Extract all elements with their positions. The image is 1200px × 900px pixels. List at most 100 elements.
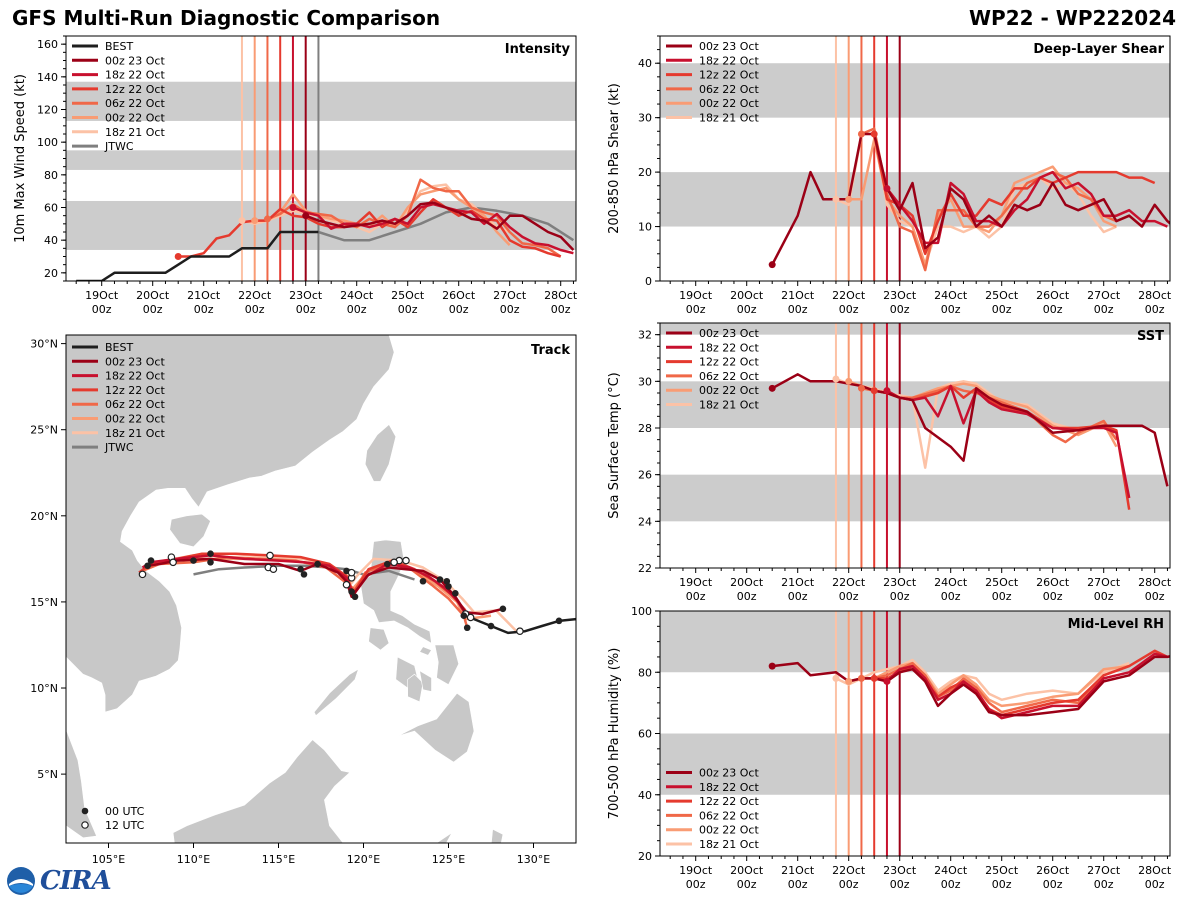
landmass [66, 335, 395, 713]
rh-init-point [768, 662, 776, 670]
shear-init-point [768, 261, 776, 269]
shear-xtick-label: 23Oct [883, 289, 917, 302]
shear-legend-label: 00z 22 Oct [699, 97, 759, 110]
sst-init-point [883, 387, 891, 395]
sst-ylabel: Sea Surface Temp (°C) [607, 372, 622, 519]
track-marker-legend-label: 12 UTC [105, 819, 145, 832]
shear-series-line [886, 170, 1168, 245]
sst-init-point [832, 375, 840, 383]
intensity-xtick-label: 24Oct [340, 289, 374, 302]
intensity-title: Intensity [505, 42, 571, 57]
sst-xtick-label: 19Oct [679, 576, 713, 589]
track-series-line [141, 554, 467, 615]
intensity-ytick-label: 160 [37, 38, 58, 51]
track-marker-12utc [347, 568, 356, 577]
track-ytick-label: 15°N [30, 596, 58, 609]
sst-xtick-label: 00z [737, 590, 757, 603]
track-marker-00utc [463, 624, 471, 632]
shear-legend-label: 18z 22 Oct [699, 54, 759, 67]
sst-init-point [768, 384, 776, 392]
rh-title: Mid-Level RH [1068, 617, 1164, 632]
intensity-panel: 2040608010012014016019Oct00z20Oct00z21Oc… [13, 35, 578, 316]
track-marker-00utc [207, 550, 214, 557]
cira-logo-text: CIRA [40, 866, 112, 896]
sst-init-point [870, 387, 878, 395]
track-xtick-label: 120°E [347, 853, 380, 866]
rh-xtick-label: 20Oct [730, 864, 764, 877]
intensity-xtick-label: 00z [398, 303, 418, 316]
intensity-series-line [318, 206, 575, 242]
legend-marker-12utc [81, 821, 89, 829]
legend-marker-00utc [81, 807, 89, 815]
shear-xtick-label: 00z [788, 303, 808, 316]
sst-title: SST [1137, 329, 1164, 344]
track-title: Track [531, 343, 570, 358]
rh-xtick-label: 00z [839, 878, 859, 891]
intensity-xtick-label: 00z [194, 303, 214, 316]
rh-xtick-label: 00z [1145, 878, 1165, 891]
sst-xtick-label: 22Oct [832, 576, 866, 589]
shear-xtick-label: 20Oct [730, 289, 764, 302]
shear-ytick-label: 20 [638, 166, 652, 179]
sst-xtick-label: 00z [992, 590, 1012, 603]
rh-xtick-label: 00z [1043, 878, 1063, 891]
intensity-xtick-label: 23Oct [289, 289, 323, 302]
shear-init-point [883, 184, 891, 192]
rh-series-line [848, 661, 1130, 708]
rh-init-point [857, 674, 865, 682]
track-marker-00utc [384, 560, 391, 568]
shear-xtick-label: 00z [1043, 303, 1063, 316]
shear-plot-area [660, 36, 1170, 281]
track-marker-00utc [460, 612, 468, 619]
landmass [169, 513, 211, 548]
shear-xtick-label: 22Oct [832, 289, 866, 302]
track-legend-label: JTWC [104, 441, 134, 454]
landmass [419, 646, 432, 656]
intensity-xtick-label: 00z [551, 303, 571, 316]
intensity-xtick-label: 20Oct [136, 289, 170, 302]
rh-xtick-label: 00z [686, 878, 706, 891]
rh-legend-label: 18z 21 Oct [699, 838, 759, 851]
cira-logo: CIRA [6, 866, 112, 896]
intensity-band [66, 81, 576, 121]
rh-ylabel: 700-500 hPa Humidity (%) [607, 648, 622, 820]
track-legend-label: 18z 21 Oct [105, 427, 165, 440]
track-marker-00utc [348, 588, 355, 595]
shear-legend-label: 00z 23 Oct [699, 40, 759, 53]
intensity-xtick-label: 00z [347, 303, 367, 316]
rh-init-point [870, 674, 878, 682]
track-xtick-label: 110°E [177, 853, 210, 866]
sst-init-point [845, 377, 853, 385]
track-map-area [66, 335, 576, 843]
shear-init-point [857, 130, 865, 138]
landmass [371, 832, 453, 843]
intensity-series-line [254, 186, 511, 246]
sst-xtick-label: 00z [1145, 590, 1165, 603]
rh-legend-label: 00z 22 Oct [699, 824, 759, 837]
sst-xtick-label: 24Oct [934, 576, 968, 589]
track-marker-00utc [445, 583, 452, 590]
track-marker-12utc [390, 558, 398, 567]
shear-xtick-label: 26Oct [1036, 289, 1070, 302]
rh-ytick-label: 80 [638, 666, 652, 679]
rh-xtick-label: 00z [1094, 878, 1114, 891]
track-xtick-label: 125°E [432, 853, 465, 866]
track-marker-12utc [466, 613, 475, 622]
rh-xtick-label: 00z [890, 878, 910, 891]
rh-ytick-label: 60 [638, 728, 652, 741]
sst-legend-label: 06z 22 Oct [699, 370, 759, 383]
sst-legend-label: 12z 22 Oct [699, 356, 759, 369]
sst-ytick-label: 24 [638, 515, 652, 528]
shear-xtick-label: 00z [839, 303, 859, 316]
track-marker-00utc [297, 565, 304, 573]
shear-series-line [872, 133, 1156, 256]
intensity-xtick-label: 27Oct [493, 289, 527, 302]
intensity-xtick-label: 21Oct [187, 289, 221, 302]
track-marker-00utc [144, 562, 151, 570]
intensity-init-point [302, 212, 310, 220]
shear-ytick-label: 0 [645, 275, 652, 288]
track-xtick-label: 115°E [262, 853, 295, 866]
sst-xtick-label: 00z [788, 590, 808, 603]
sst-frame [659, 322, 1171, 569]
rh-init-point [832, 674, 840, 682]
